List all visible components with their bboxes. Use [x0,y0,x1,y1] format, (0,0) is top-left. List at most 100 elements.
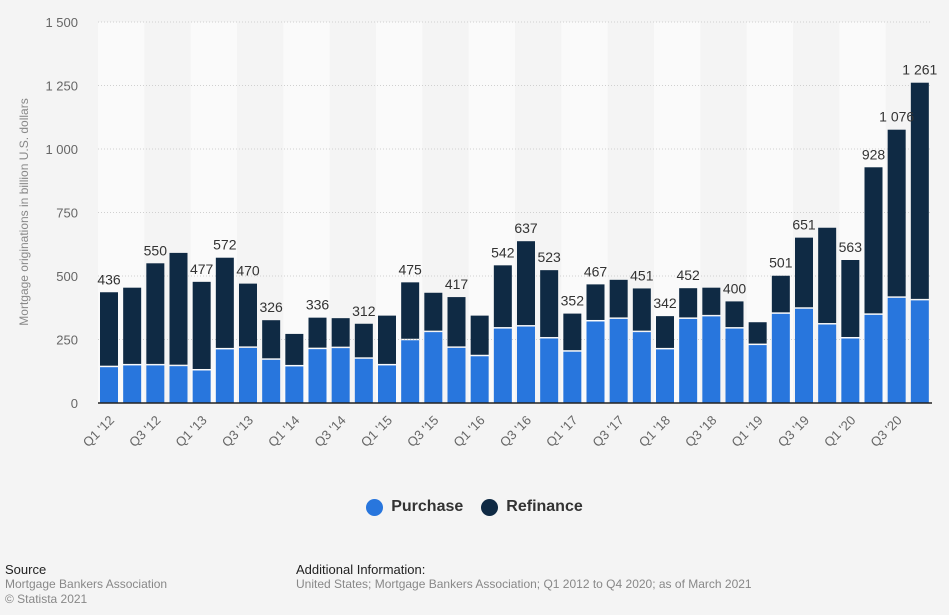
x-tick-label: Q3 '14 [311,413,348,450]
y-axis-ticks: 0 250 500 750 1 000 1 250 1 500 [45,15,78,411]
x-tick-label: Q3 '18 [682,413,719,450]
y-tick-label: 250 [56,333,78,348]
data-label: 651 [792,217,816,233]
data-label: 477 [190,261,214,277]
bar-refinance [447,297,466,347]
x-axis-ticks: Q1 '12 Q3 '12 Q1 '13 Q3 '13 Q1 '14 Q3 '14 Q1 '… [80,413,905,450]
y-tick-label: 750 [56,206,78,221]
bar-refinance [771,275,790,313]
bar-purchase [725,328,744,403]
bar-purchase [493,328,512,403]
bar-purchase [517,326,535,403]
bar-refinance [563,313,582,351]
source-text: Mortgage Bankers Association [5,577,168,591]
bar-refinance [586,284,605,320]
data-label: 400 [723,280,747,296]
bar-purchase [679,318,698,403]
bar-refinance [725,301,744,328]
bar-refinance [262,320,281,359]
bar-purchase [563,351,582,403]
data-label: 1 076 [879,109,914,125]
bar-purchase [308,349,327,403]
legend-item-refinance[interactable]: Refinance [481,498,583,516]
bar-refinance [169,252,188,365]
bar-purchase [748,345,767,403]
bar-purchase [215,349,234,403]
bar-refinance [818,227,837,324]
bar-refinance [609,279,628,318]
y-tick-label: 1 250 [45,79,78,94]
bars [100,82,929,403]
bar-refinance [841,259,860,337]
data-label: 563 [839,239,863,255]
bar-refinance [910,82,929,299]
x-tick-label: Q3 '17 [589,413,626,450]
copyright: © Statista 2021 [5,592,88,606]
bar-purchase [239,347,257,403]
bar-purchase [262,359,281,403]
x-tick-label: Q1 '20 [821,413,858,450]
bar-purchase [887,297,906,403]
bar-refinance [308,317,327,348]
bar-refinance [331,318,350,347]
bar-refinance [540,270,559,337]
bar-refinance [239,283,257,347]
x-tick-label: Q1 '18 [636,413,673,450]
data-label: 436 [97,271,121,287]
bar-purchase [702,316,721,403]
bar-refinance [887,129,906,297]
info-text: United States; Mortgage Bankers Associat… [296,577,752,591]
x-tick-label: Q1 '13 [172,413,209,450]
x-tick-label: Q3 '19 [775,413,812,450]
bar-refinance [401,282,420,339]
data-label: 467 [584,263,608,279]
bar-purchase [424,332,443,403]
source-block: Source Mortgage Bankers Association © St… [5,562,167,607]
bar-refinance [192,281,211,369]
bar-purchase [818,324,837,403]
y-tick-label: 500 [56,269,78,284]
legend-label: Purchase [391,498,464,515]
bar-refinance [470,315,489,355]
bar-refinance [424,292,443,331]
bar-purchase [354,358,373,403]
data-label: 326 [259,299,283,315]
data-label: 637 [514,220,538,236]
bar-refinance [100,292,118,366]
data-label: 470 [236,263,260,279]
x-tick-label: Q3 '16 [497,413,534,450]
x-tick-label: Q3 '20 [867,413,904,450]
bar-purchase [401,340,420,403]
bar-refinance [354,323,373,358]
bar-purchase [146,365,165,403]
data-label: 928 [862,146,886,162]
bar-purchase [609,318,628,403]
bar-purchase [841,338,860,403]
y-tick-label: 0 [71,396,78,411]
bar-purchase [169,366,188,403]
stacked-bar-chart: 0 250 500 750 1 000 1 250 1 500 Mortgage origi… [17,15,938,450]
gridlines [98,21,932,340]
bar-purchase [192,370,211,403]
bar-refinance [656,316,674,348]
info-heading[interactable]: Additional Information: [296,562,426,577]
x-tick-label: Q3 '12 [126,413,163,450]
source-heading[interactable]: Source [5,562,47,577]
bar-purchase [470,356,489,403]
bar-purchase [632,332,651,403]
bar-purchase [378,365,396,403]
x-tick-label: Q1 '17 [543,413,580,450]
bar-refinance [748,322,767,344]
data-label: 572 [213,237,237,253]
data-label: 501 [769,255,793,271]
bar-purchase [123,365,142,403]
bar-purchase [656,349,674,403]
legend-item-purchase[interactable]: Purchase [366,498,463,516]
data-label: 451 [630,267,654,283]
data-labels: 436 550 477 572 470 326 336 312 475 417 542 637 523 3… [97,62,937,319]
bar-purchase [331,348,350,403]
x-tick-label: Q3 '13 [219,413,256,450]
data-label: 550 [144,242,168,258]
data-label: 312 [352,303,376,319]
legend-label: Refinance [506,498,583,515]
